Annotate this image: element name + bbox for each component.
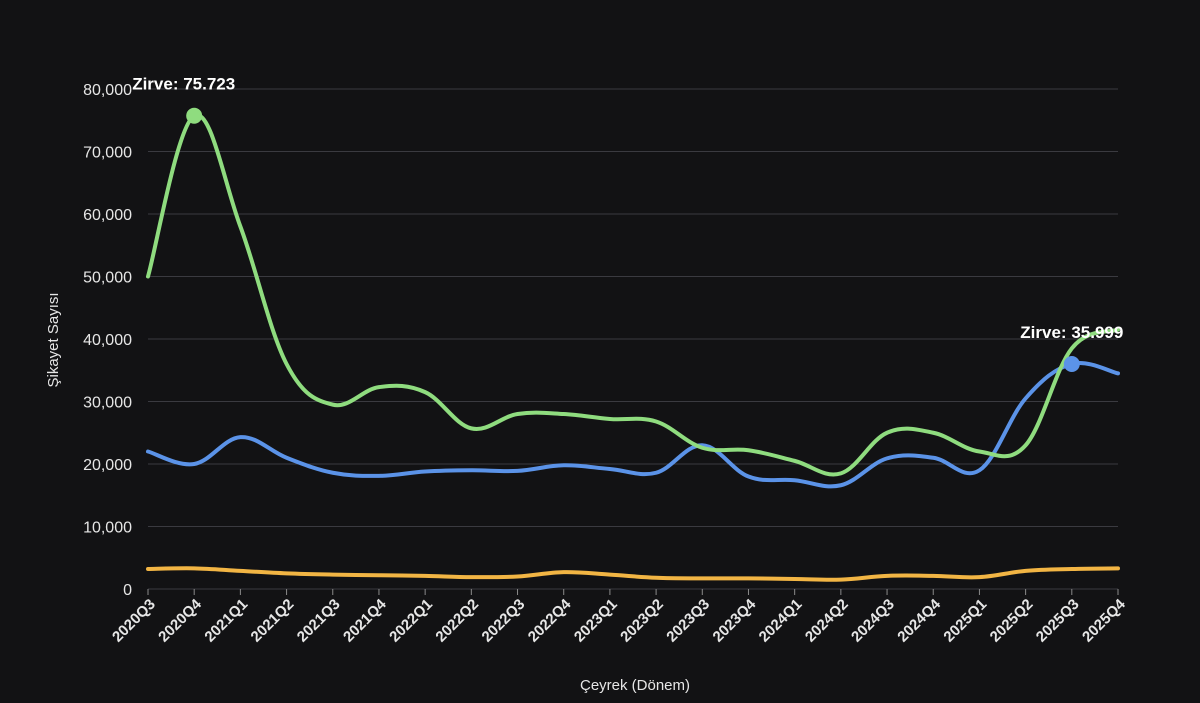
y-tick-label: 70,000: [83, 145, 132, 162]
x-tick-label: 2020Q3: [109, 596, 159, 646]
y-tick-label: 20,000: [83, 457, 132, 474]
x-tick-label: 2022Q1: [386, 596, 436, 646]
x-tick-label: 2022Q4: [525, 595, 575, 645]
x-tick-label: 2022Q2: [432, 596, 482, 646]
peak-marker: [186, 107, 203, 124]
x-tick-label: 2024Q2: [802, 596, 852, 646]
peak-annotations: Zirve: 75.723 Zirve: 35.999: [132, 75, 1123, 342]
x-tick-label: 2022Q3: [479, 596, 529, 646]
x-tick-label: 2021Q2: [248, 596, 298, 646]
x-tick-label: 2025Q4: [1079, 595, 1129, 645]
series-line-1: [146, 361, 1120, 489]
y-tick-label: 10,000: [83, 520, 132, 537]
grid-lines: [147, 88, 1119, 595]
x-tick-label: 2023Q4: [710, 595, 760, 645]
y-tick-label: 60,000: [83, 207, 132, 224]
peak-annotation-label: Zirve: 35.999: [1020, 323, 1123, 342]
x-tick-label: 2024Q3: [848, 596, 898, 646]
peak-markers: [186, 107, 1080, 373]
x-tick-label: 2024Q4: [894, 595, 944, 645]
x-tick-label: 2021Q1: [201, 596, 251, 646]
peak-marker: [1063, 356, 1080, 373]
x-tick-label: 2025Q2: [987, 596, 1037, 646]
y-tick-label: 30,000: [83, 395, 132, 412]
x-tick-label: 2023Q3: [663, 596, 713, 646]
series-lines: [146, 113, 1120, 582]
y-tick-label: 0: [123, 582, 132, 599]
x-tick-label: 2023Q2: [617, 596, 667, 646]
x-tick-label: 2021Q4: [340, 595, 390, 645]
series-line-2: [146, 566, 1120, 582]
x-tick-label: 2023Q1: [571, 596, 621, 646]
x-axis-ticks: 2020Q32020Q42021Q12021Q22021Q32021Q42022…: [109, 595, 1129, 645]
y-tick-label: 80,000: [83, 82, 132, 99]
y-axis-title: Şikayet Sayısı: [45, 292, 62, 387]
series-line-0: [146, 113, 1120, 477]
x-tick-label: 2025Q1: [940, 596, 990, 646]
peak-annotation-label: Zirve: 75.723: [132, 75, 235, 94]
x-axis-title: Çeyrek (Dönem): [580, 677, 690, 694]
x-tick-label: 2024Q1: [756, 596, 806, 646]
y-axis-ticks: 0 10,000 20,000 30,000 40,000 50,000 60,000 70,…: [83, 82, 132, 599]
y-tick-label: 40,000: [83, 332, 132, 349]
x-tick-label: 2025Q3: [1033, 596, 1083, 646]
x-tick-label: 2020Q4: [155, 595, 205, 645]
x-tick-label: 2021Q3: [294, 596, 344, 646]
y-tick-label: 50,000: [83, 270, 132, 287]
